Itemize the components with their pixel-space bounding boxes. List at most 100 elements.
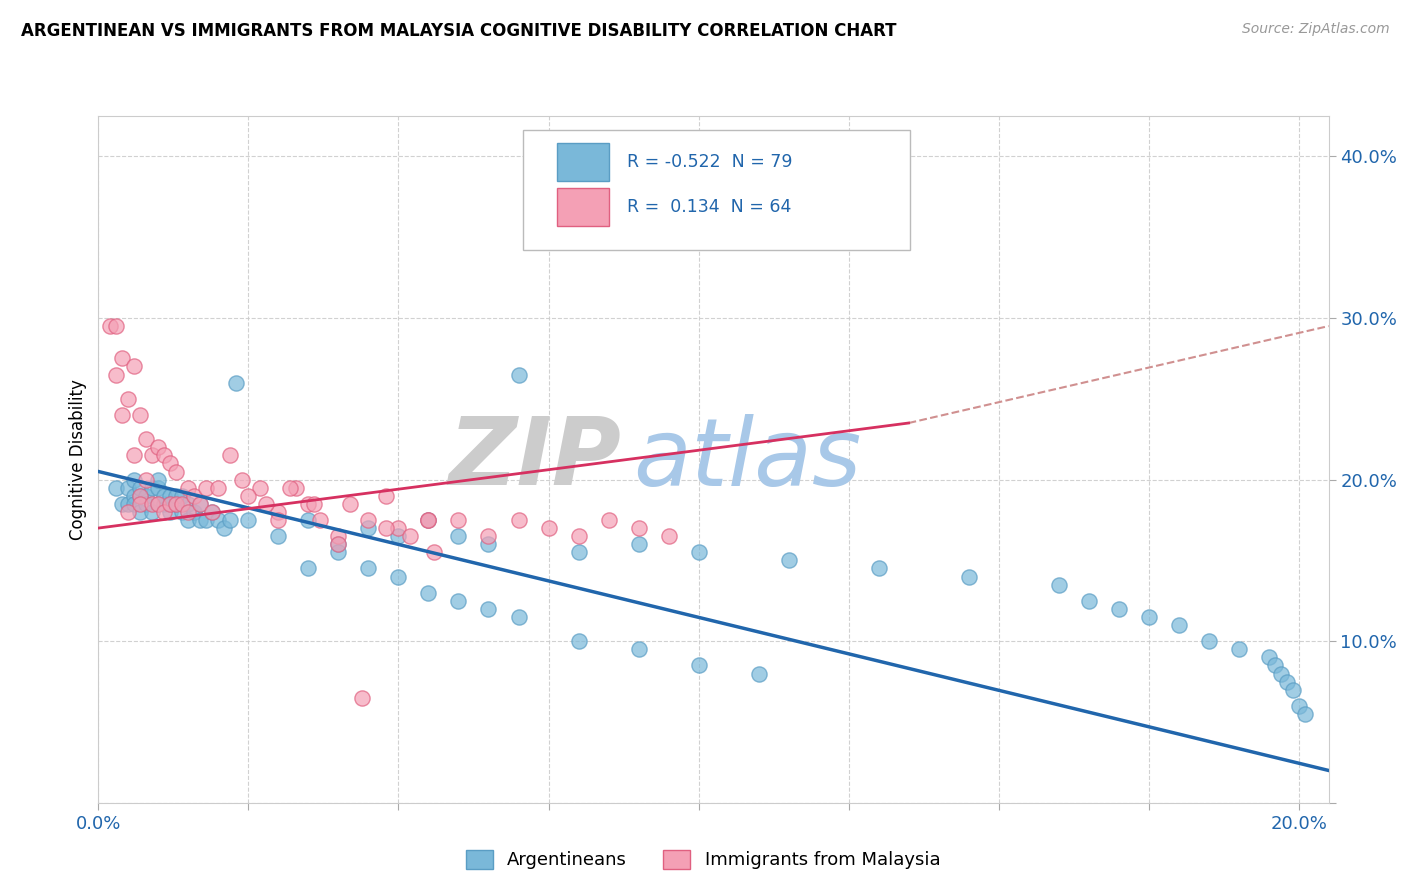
Point [124, 448, 146, 462]
Point [165, 497, 187, 511]
Point [207, 513, 229, 527]
Point [129, 505, 152, 519]
Point [190, 513, 212, 527]
Point [688, 545, 710, 559]
Point [339, 497, 361, 511]
Point [148, 481, 170, 495]
Point [1264, 658, 1286, 673]
Point [418, 513, 440, 527]
Point [477, 537, 499, 551]
Point [165, 497, 187, 511]
Point [297, 513, 319, 527]
Text: atlas: atlas [634, 414, 862, 505]
Point [1077, 594, 1099, 608]
Point [190, 497, 212, 511]
Point [129, 481, 152, 495]
Point [129, 497, 152, 511]
Point [111, 408, 134, 422]
Point [387, 521, 409, 535]
Point [105, 481, 128, 495]
Point [148, 473, 170, 487]
Point [153, 497, 176, 511]
Point [153, 505, 176, 519]
Point [418, 513, 440, 527]
Point [352, 690, 374, 705]
Point [135, 432, 157, 446]
Point [177, 513, 200, 527]
Point [357, 521, 380, 535]
Text: R =  0.134  N = 64: R = 0.134 N = 64 [627, 198, 792, 216]
Text: ZIP: ZIP [449, 413, 621, 506]
Point [129, 408, 152, 422]
Point [148, 497, 170, 511]
Point [111, 497, 134, 511]
Point [172, 497, 194, 511]
Point [148, 497, 170, 511]
Point [508, 513, 530, 527]
Point [567, 545, 589, 559]
Point [375, 521, 398, 535]
Point [748, 666, 770, 681]
Point [165, 465, 187, 479]
Point [172, 489, 194, 503]
Point [778, 553, 800, 567]
Point [219, 448, 242, 462]
Point [297, 561, 319, 575]
Text: ARGENTINEAN VS IMMIGRANTS FROM MALAYSIA COGNITIVE DISABILITY CORRELATION CHART: ARGENTINEAN VS IMMIGRANTS FROM MALAYSIA … [21, 22, 897, 40]
Point [387, 569, 409, 583]
Point [1281, 682, 1303, 697]
Point [357, 561, 380, 575]
Point [1137, 610, 1160, 624]
Point [124, 473, 146, 487]
Point [1047, 577, 1070, 591]
Point [1270, 666, 1292, 681]
Point [183, 489, 205, 503]
Point [1227, 642, 1250, 657]
Legend: Argentineans, Immigrants from Malaysia: Argentineans, Immigrants from Malaysia [457, 841, 949, 879]
Point [567, 529, 589, 543]
Point [297, 497, 319, 511]
Point [141, 448, 163, 462]
Point [238, 489, 260, 503]
Point [267, 513, 290, 527]
Point [117, 497, 139, 511]
Point [177, 497, 200, 511]
Point [141, 505, 163, 519]
Point [135, 473, 157, 487]
Point [1167, 618, 1189, 632]
Point [508, 368, 530, 382]
Point [159, 457, 181, 471]
Point [195, 481, 218, 495]
Point [357, 513, 380, 527]
Point [159, 497, 181, 511]
Point [141, 481, 163, 495]
Point [135, 489, 157, 503]
Point [1288, 698, 1310, 713]
Point [447, 513, 470, 527]
Point [117, 481, 139, 495]
Point [957, 569, 980, 583]
Point [267, 529, 290, 543]
Point [328, 545, 350, 559]
Point [1108, 602, 1130, 616]
Point [285, 481, 308, 495]
Point [177, 505, 200, 519]
Point [117, 392, 139, 406]
Point [1198, 634, 1220, 648]
Point [165, 489, 187, 503]
Point [231, 473, 253, 487]
Point [304, 497, 326, 511]
Point [399, 529, 422, 543]
Point [309, 513, 332, 527]
Point [111, 351, 134, 366]
Point [124, 359, 146, 374]
Point [159, 489, 181, 503]
Point [105, 319, 128, 334]
Point [447, 594, 470, 608]
FancyBboxPatch shape [523, 129, 911, 250]
Text: R = -0.522  N = 79: R = -0.522 N = 79 [627, 153, 793, 171]
Point [537, 521, 560, 535]
Point [177, 481, 200, 495]
Point [135, 497, 157, 511]
Point [328, 537, 350, 551]
